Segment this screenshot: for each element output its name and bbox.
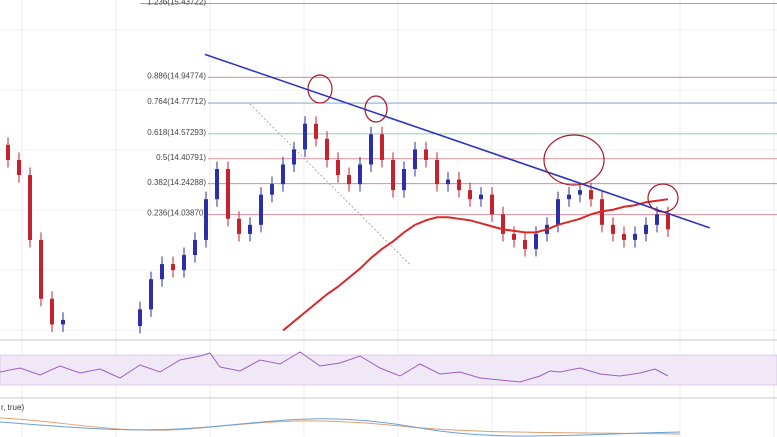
candle-body [17, 159, 21, 176]
candle-body [402, 169, 406, 191]
candle-body [182, 255, 186, 271]
highlight-circle [647, 183, 679, 213]
candle-body [171, 264, 175, 271]
fib-level-label: 0.5(14.40791) [156, 153, 206, 162]
macd-signal [0, 417, 681, 435]
candle-body [160, 264, 164, 280]
fib-level-label: 0.236(14.03870) [147, 209, 206, 218]
candle-body [314, 123, 318, 139]
candle-body [28, 175, 32, 240]
fib-level-label: 0.886(14.94774) [147, 71, 206, 80]
candle-body [413, 149, 417, 170]
moving-average [282, 198, 669, 332]
macd-label: r, true) [1, 403, 24, 412]
candle-body [204, 199, 208, 240]
candle-body [424, 149, 428, 160]
dotted-line [249, 103, 410, 265]
candle-body [380, 134, 384, 160]
candle-body [644, 224, 648, 234]
candle-body [578, 190, 582, 195]
candle-body [501, 214, 505, 234]
candle-body [468, 190, 472, 200]
candle-body [633, 233, 637, 240]
rsi-line [0, 351, 669, 383]
candle-body [61, 319, 65, 325]
candle-body [138, 309, 142, 326]
candle-body [622, 233, 626, 240]
candle-body [490, 194, 494, 215]
highlight-circle [364, 95, 388, 123]
candle-body [149, 279, 153, 310]
candle-body [523, 239, 527, 249]
candle-body [281, 164, 285, 185]
fib-level-label: 0.764(14.77712) [147, 97, 206, 106]
highlight-circle [543, 134, 605, 186]
candle-body [369, 134, 373, 165]
trendline [204, 53, 711, 229]
candle-body [479, 194, 483, 200]
candle-body [446, 179, 450, 185]
fib-level-label: 0.382(14.24288) [147, 178, 206, 187]
macd-line [0, 418, 681, 437]
candle-body [391, 159, 395, 191]
candle-body [193, 239, 197, 256]
candle-body [611, 224, 615, 234]
candle-body [50, 298, 54, 325]
candle-body [512, 233, 516, 240]
candle-body [292, 149, 296, 165]
price-panel: 1.236(15.43722) 0.886(14.94774) 0.764(14.7… [6, 0, 777, 334]
fib-level-label: 1.236(15.43722) [147, 0, 206, 7]
candle-body [259, 194, 263, 225]
candle-body [655, 214, 659, 225]
candle-body [226, 169, 230, 219]
candle-body [666, 214, 670, 230]
rsi-band [0, 354, 777, 386]
candle-body [556, 199, 560, 225]
candle-body [457, 179, 461, 191]
candle-body [589, 190, 593, 200]
candle-body [358, 164, 362, 185]
candle-body [534, 233, 538, 249]
candle-body [435, 159, 439, 185]
candle-body [303, 123, 307, 150]
candle-body [39, 239, 43, 299]
candle-body [248, 224, 252, 234]
candle-body [567, 194, 571, 200]
candle-body [237, 218, 241, 234]
candle-body [6, 144, 10, 160]
candle-body [215, 169, 219, 200]
fib-level-label: 0.618(14.57293) [147, 128, 206, 137]
candle-body [270, 184, 274, 195]
highlight-circle [307, 74, 333, 104]
candle-body [347, 175, 351, 185]
candle-body [325, 138, 329, 160]
candle-body [336, 159, 340, 176]
